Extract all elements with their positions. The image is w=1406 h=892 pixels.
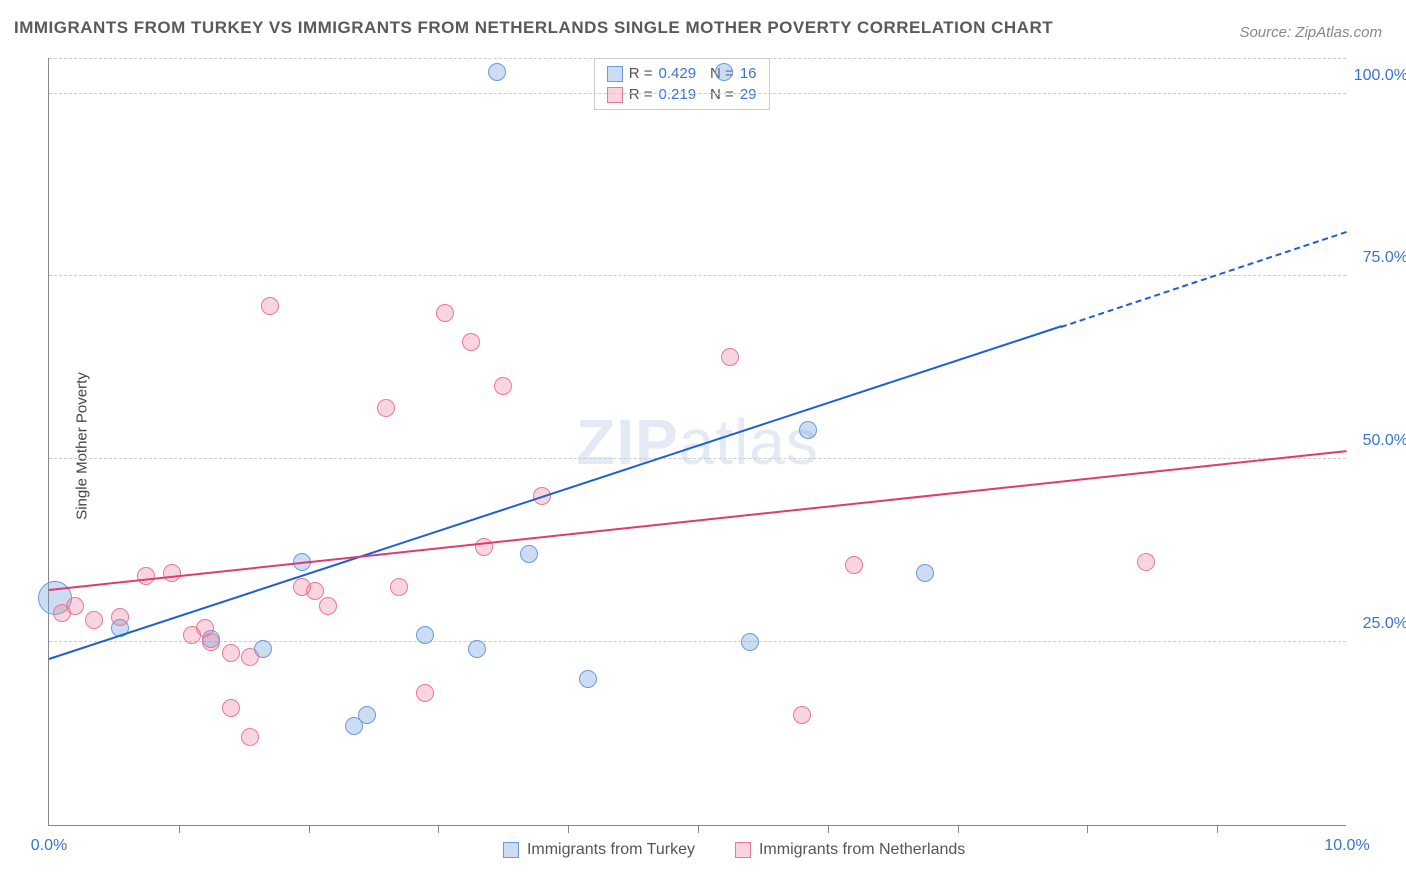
data-point [241, 648, 259, 666]
x-tick [958, 825, 959, 833]
x-tick [1217, 825, 1218, 833]
data-point [799, 421, 817, 439]
legend-row: R = 0.219 N = 29 [607, 84, 757, 105]
x-tick [1087, 825, 1088, 833]
x-tick-label: 0.0% [31, 837, 67, 855]
gridline [49, 58, 1346, 59]
data-point [845, 556, 863, 574]
data-point [721, 348, 739, 366]
data-point [222, 644, 240, 662]
data-point [261, 297, 279, 315]
data-point [715, 63, 733, 81]
plot-area: ZIPatlas R =0.429N =16R =0.219N =29 Immi… [48, 58, 1346, 826]
data-point [66, 597, 84, 615]
x-tick [698, 825, 699, 833]
x-tick-label: 10.0% [1324, 837, 1369, 855]
legend-r-label: R = [629, 65, 653, 82]
x-tick [438, 825, 439, 833]
data-point [377, 399, 395, 417]
x-tick [309, 825, 310, 833]
legend-swatch [503, 842, 519, 858]
watermark-rest: atlas [679, 406, 819, 478]
data-point [163, 564, 181, 582]
y-tick-label: 100.0% [1354, 67, 1406, 85]
y-tick-label: 75.0% [1363, 249, 1406, 267]
trend-line [1061, 231, 1347, 328]
data-point [85, 611, 103, 629]
legend-n-value: 29 [740, 86, 757, 103]
data-point [462, 333, 480, 351]
data-point [916, 564, 934, 582]
data-point [111, 608, 129, 626]
series-name: Immigrants from Turkey [527, 841, 695, 859]
trend-line [49, 326, 1062, 661]
data-point [358, 706, 376, 724]
data-point [137, 567, 155, 585]
source-attribution: Source: ZipAtlas.com [1239, 24, 1382, 41]
data-point [793, 706, 811, 724]
legend-n-label: N = [710, 86, 734, 103]
data-point [436, 304, 454, 322]
legend-swatch [607, 87, 623, 103]
data-point [416, 626, 434, 644]
y-tick-label: 50.0% [1363, 432, 1406, 450]
x-tick [828, 825, 829, 833]
legend-swatch [735, 842, 751, 858]
data-point [222, 699, 240, 717]
gridline [49, 93, 1346, 94]
data-point [1137, 553, 1155, 571]
legend-n-value: 16 [740, 65, 757, 82]
gridline [49, 275, 1346, 276]
series-legend-item: Immigrants from Netherlands [735, 841, 965, 859]
series-name: Immigrants from Netherlands [759, 841, 965, 859]
data-point [319, 597, 337, 615]
gridline [49, 458, 1346, 459]
y-tick-label: 25.0% [1363, 615, 1406, 633]
data-point [579, 670, 597, 688]
trend-line [49, 450, 1347, 591]
data-point [520, 545, 538, 563]
correlation-legend: R = 0.429 N = 16 R = 0.219 N = 29 [594, 58, 770, 110]
data-point [468, 640, 486, 658]
x-tick [568, 825, 569, 833]
data-point [241, 728, 259, 746]
data-point [390, 578, 408, 596]
legend-r-value: 0.219 [659, 86, 697, 103]
chart-title: IMMIGRANTS FROM TURKEY VS IMMIGRANTS FRO… [14, 18, 1053, 38]
legend-row: R =0.429N =16 [607, 63, 757, 84]
data-point [416, 684, 434, 702]
data-point [494, 377, 512, 395]
data-point [202, 633, 220, 651]
data-point [488, 63, 506, 81]
legend-r-value: 0.429 [659, 65, 697, 82]
data-point [741, 633, 759, 651]
data-point [306, 582, 324, 600]
gridline [49, 641, 1346, 642]
x-tick [179, 825, 180, 833]
series-legend: Immigrants from Turkey Immigrants from Ne… [503, 841, 965, 859]
legend-r-label: R = [629, 86, 653, 103]
legend-swatch [607, 66, 623, 82]
series-legend-item: Immigrants from Turkey [503, 841, 695, 859]
